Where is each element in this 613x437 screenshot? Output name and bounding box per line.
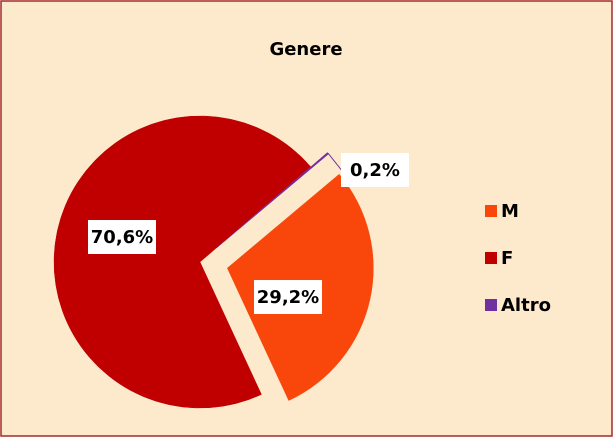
chart-title: Genere <box>269 39 342 60</box>
pie-slice <box>53 115 312 409</box>
legend-label: Altro <box>501 295 551 316</box>
data-label: 29,2% <box>257 287 319 308</box>
legend-swatch <box>485 205 497 217</box>
legend-swatch <box>485 252 497 264</box>
data-label: 0,2% <box>350 160 400 181</box>
legend-label: F <box>501 248 513 269</box>
data-label-box <box>341 153 409 187</box>
data-label-box <box>88 220 156 254</box>
legend-swatch <box>485 299 497 311</box>
legend-label: M <box>501 201 519 222</box>
data-label: 70,6% <box>91 227 153 248</box>
data-label-box <box>254 280 322 314</box>
